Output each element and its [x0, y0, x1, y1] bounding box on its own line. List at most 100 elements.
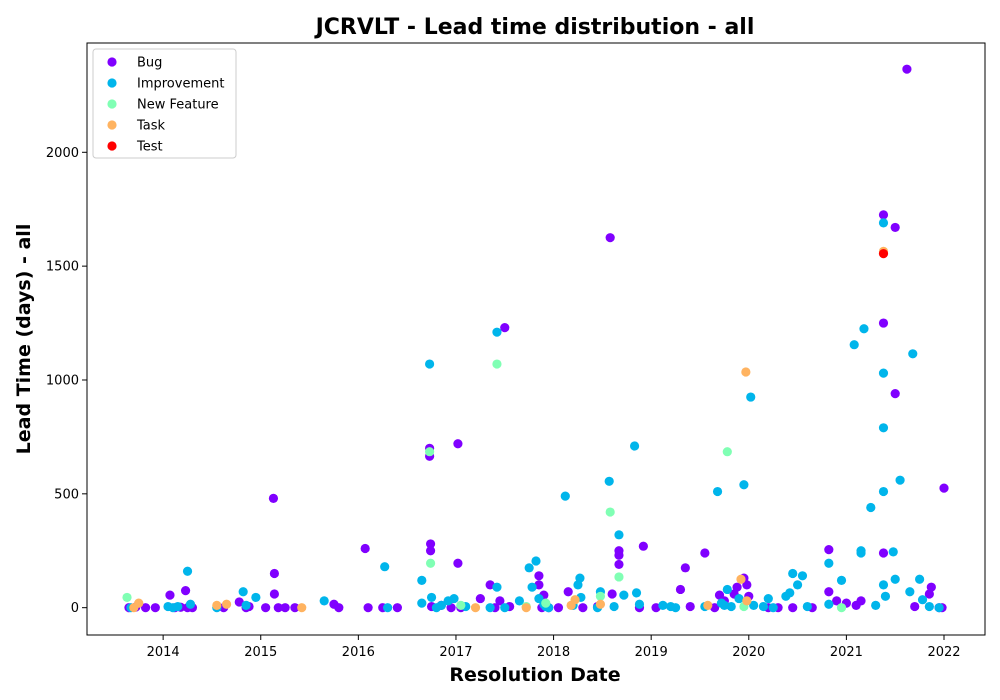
point-improvement — [722, 584, 732, 595]
y-tick-label: 2000 — [46, 146, 79, 161]
y-axis: 0 500 1000 1500 2000 — [46, 146, 87, 616]
point-improvement — [241, 600, 251, 611]
point-improvement — [905, 587, 915, 597]
point-new-feature — [456, 600, 466, 611]
point-improvement — [878, 486, 889, 497]
point-improvement — [824, 599, 834, 609]
point-improvement — [658, 600, 668, 611]
x-tick-label: 2022 — [927, 645, 960, 660]
point-task — [221, 599, 232, 609]
point-bug — [495, 596, 505, 606]
point-improvement — [492, 582, 502, 592]
point-improvement — [380, 562, 390, 572]
point-improvement — [802, 601, 812, 612]
point-bug — [269, 589, 280, 599]
point-bug — [926, 582, 936, 592]
chart-title: JCRVLT - Lead time distribution - all — [314, 15, 755, 40]
point-bug — [607, 589, 617, 599]
point-improvement — [726, 601, 736, 612]
point-bug — [360, 543, 370, 554]
point-improvement — [531, 556, 541, 566]
y-tick-label: 1500 — [46, 260, 79, 275]
x-tick-label: 2017 — [439, 645, 472, 660]
point-improvement — [417, 575, 427, 585]
x-tick-label: 2019 — [635, 645, 668, 660]
point-improvement — [619, 590, 629, 600]
point-task — [134, 598, 144, 608]
point-bug — [910, 601, 920, 612]
point-improvement — [604, 476, 614, 486]
point-improvement — [485, 603, 495, 613]
point-improvement — [449, 593, 459, 604]
point-improvement — [768, 603, 778, 613]
x-tick-label: 2021 — [830, 645, 863, 660]
point-bug — [878, 210, 889, 220]
point-task — [297, 603, 307, 613]
point-bug — [902, 64, 912, 74]
point-task — [595, 599, 606, 609]
legend-label-task: Task — [136, 119, 166, 134]
legend-label-test: Test — [136, 140, 163, 155]
point-bug — [150, 603, 160, 613]
point-new-feature — [492, 359, 502, 369]
point-bug — [534, 571, 544, 581]
point-improvement — [492, 327, 502, 337]
point-improvement — [712, 486, 723, 497]
point-improvement — [426, 592, 437, 603]
point-bug — [334, 603, 344, 613]
point-improvement — [739, 480, 749, 490]
x-tick-label: 2018 — [537, 645, 570, 660]
point-improvement — [849, 340, 859, 350]
point-bug — [878, 548, 889, 558]
point-improvement — [924, 601, 934, 612]
point-bug — [180, 586, 191, 596]
legend-label-new-feature: New Feature — [137, 98, 219, 113]
point-bug — [500, 323, 510, 333]
legend-frame — [92, 48, 237, 159]
point-bug — [425, 539, 436, 549]
point-bug — [824, 587, 834, 597]
point-bug — [890, 389, 900, 399]
point-improvement — [185, 599, 196, 609]
point-bug — [273, 603, 283, 613]
point-improvement — [719, 600, 729, 611]
point-bug — [890, 222, 900, 233]
point-improvement — [890, 574, 900, 584]
point-bug — [675, 584, 686, 595]
legend-marker-test — [107, 141, 117, 151]
point-improvement — [871, 600, 881, 611]
point-bug — [290, 603, 300, 613]
point-improvement — [934, 603, 944, 613]
point-improvement — [575, 573, 585, 583]
x-tick-label: 2015 — [244, 645, 277, 660]
point-bug — [269, 568, 280, 579]
legend-marker-task — [107, 120, 117, 130]
point-bug — [832, 596, 842, 606]
point-task — [521, 603, 531, 613]
point-bug — [563, 587, 573, 597]
point-improvement — [836, 575, 847, 585]
point-improvement — [915, 574, 925, 584]
point-improvement — [859, 324, 869, 334]
point-bug — [261, 603, 271, 613]
point-bug — [605, 233, 615, 243]
point-bug — [939, 483, 949, 493]
point-bug — [234, 597, 244, 607]
point-improvement — [856, 548, 866, 558]
point-improvement — [792, 580, 803, 590]
point-bug — [578, 603, 588, 613]
x-axis-label: Resolution Date — [449, 664, 620, 686]
point-bug — [392, 603, 402, 613]
point-bug — [742, 580, 752, 590]
point-test — [878, 249, 889, 259]
point-bug — [788, 603, 798, 613]
point-bug — [700, 548, 710, 558]
point-task — [736, 574, 746, 584]
y-tick-label: 0 — [71, 601, 79, 616]
point-improvement — [527, 582, 537, 592]
y-axis-label: Lead Time (days) - all — [13, 224, 35, 455]
x-tick-label: 2016 — [342, 645, 375, 660]
point-bug — [553, 603, 564, 613]
point-improvement — [319, 596, 329, 606]
legend-label-improvement: Improvement — [137, 77, 224, 92]
